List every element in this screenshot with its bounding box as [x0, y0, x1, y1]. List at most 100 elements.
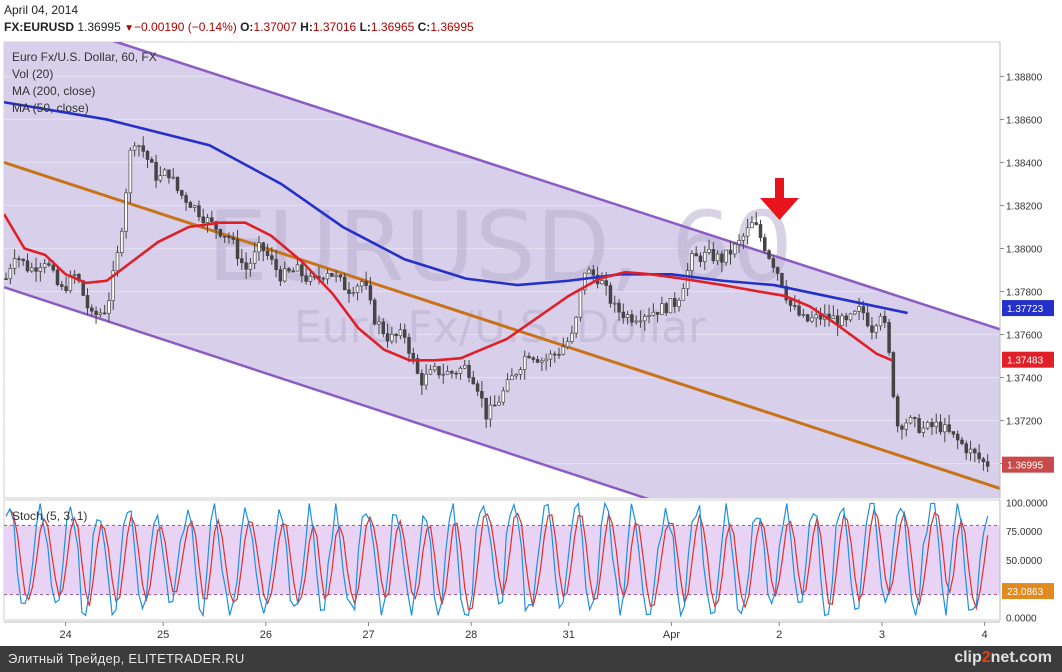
candle-body — [30, 267, 34, 272]
candle-body — [617, 302, 621, 313]
price-chart[interactable]: EURUSD, 60 Euro Fx/U.S. Dollar Euro Fx/U… — [0, 40, 1062, 646]
candle-body — [964, 443, 968, 454]
candle-body — [394, 333, 398, 337]
candle-body — [94, 310, 98, 316]
candle-body — [793, 305, 797, 307]
time-tick-label: 26 — [260, 629, 272, 641]
time-axis[interactable]: 24 25 26 27 28 31 Apr 2 3 4 — [4, 621, 1000, 641]
candle-body — [981, 458, 986, 463]
channel-lower-line[interactable] — [4, 286, 1000, 614]
candle-body — [938, 421, 943, 433]
channel-upper-line[interactable] — [4, 40, 1000, 331]
watermark-symbol: EURUSD, 60 — [207, 191, 793, 303]
candle-body — [561, 346, 566, 355]
candle-body — [548, 353, 553, 360]
channel-mid-line[interactable] — [4, 161, 1000, 490]
candle-body — [600, 280, 604, 285]
candle-body — [925, 422, 930, 429]
tag-stoch-bg — [1002, 583, 1054, 600]
candle-body — [557, 353, 561, 356]
candle-body — [531, 357, 536, 360]
candle-body — [895, 396, 900, 427]
candle-body — [612, 302, 617, 305]
candle-body — [788, 299, 793, 306]
tag-ma200-bg — [1002, 300, 1054, 317]
candle-body — [304, 275, 308, 282]
candle-body — [390, 333, 394, 342]
candle-body — [214, 221, 218, 230]
candle-body — [917, 418, 921, 433]
price-axis[interactable]: 1.38800 1.38600 1.38400 1.38200 1.38000 1.378… — [999, 42, 1043, 498]
candle-body — [471, 377, 476, 385]
candle-body — [853, 310, 857, 315]
candle-body — [222, 235, 227, 238]
candle-body — [60, 284, 64, 287]
candle-body — [432, 366, 437, 371]
candle-body — [707, 249, 711, 253]
price-change: −0.00190 (−0.14%) — [134, 20, 237, 34]
candle-body — [570, 332, 574, 342]
candle-body — [377, 321, 381, 325]
legend-title: Euro Fx/U.S. Dollar, 60, FX — [12, 50, 157, 64]
candle-body — [98, 312, 103, 316]
candle-body — [162, 169, 167, 176]
candle-body — [265, 250, 270, 257]
candle-body — [655, 311, 660, 315]
candle-body — [492, 404, 497, 407]
down-arrow-icon — [760, 178, 799, 220]
stoch-d-line — [5, 507, 989, 611]
candle-body — [848, 313, 853, 321]
candle-body — [977, 452, 981, 460]
candle-body — [664, 303, 668, 314]
candle-body — [638, 320, 643, 323]
candle-body — [484, 397, 488, 420]
candle-body — [321, 277, 326, 280]
candle-body — [968, 448, 973, 454]
candle-body — [681, 288, 686, 301]
candle-body — [282, 268, 287, 282]
candle-body — [102, 312, 107, 315]
candle-body — [137, 145, 141, 148]
candle-body — [930, 422, 934, 427]
candle-body — [985, 461, 990, 467]
candle-body — [467, 364, 471, 378]
candles — [4, 136, 990, 473]
candle-body — [287, 268, 291, 272]
candle-body — [505, 379, 510, 392]
candle-body — [904, 422, 908, 430]
candle-body — [227, 236, 231, 239]
candle-body — [690, 253, 694, 271]
candle-body — [544, 358, 548, 362]
price-tick-label: 1.38600 — [1006, 115, 1043, 126]
candle-body — [574, 316, 578, 334]
candle-body — [402, 329, 407, 338]
candle-body — [132, 145, 137, 151]
time-tick-label: 25 — [157, 629, 169, 641]
candle-body — [368, 285, 373, 301]
candle-body — [231, 237, 235, 240]
candle-body — [673, 298, 677, 307]
stoch-tick-label: 75.0000 — [1006, 527, 1043, 538]
candle-body — [621, 311, 626, 319]
candle-body — [334, 274, 338, 277]
quote-line: FX:EURUSD 1.36995 ▼−0.00190 (−0.14%) O:1… — [4, 20, 474, 34]
candle-body — [865, 312, 870, 327]
candle-body — [51, 264, 55, 271]
candle-body — [441, 373, 446, 376]
candle-body — [801, 314, 806, 316]
price-tick-label: 1.38000 — [1006, 244, 1043, 255]
candle-body — [921, 427, 926, 433]
candle-body — [857, 306, 861, 312]
candle-body — [150, 159, 154, 163]
candle-body — [934, 421, 938, 427]
candle-body — [745, 227, 750, 237]
low-label: L: — [359, 20, 371, 34]
candle-body — [347, 289, 351, 294]
price-tick-label: 1.38200 — [1006, 201, 1043, 212]
candle-body — [861, 306, 866, 314]
candle-body — [891, 352, 896, 398]
close-label: C: — [417, 20, 431, 34]
candle-body — [308, 275, 313, 282]
candle-body — [240, 258, 244, 264]
